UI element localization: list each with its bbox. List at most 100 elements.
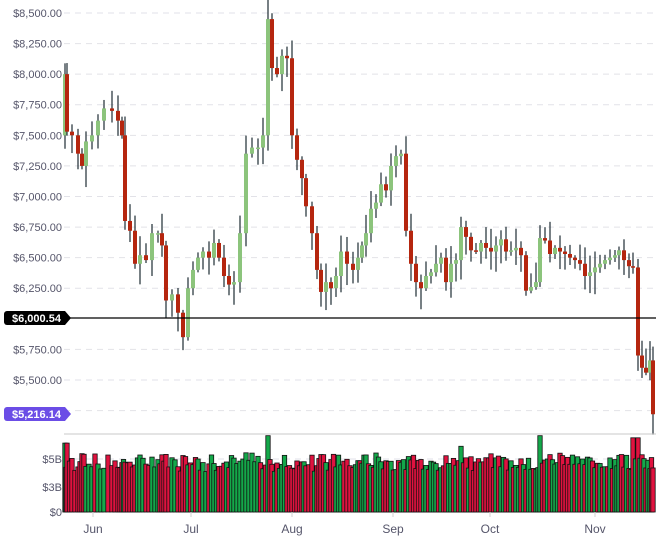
down-candle[interactable] xyxy=(123,135,127,221)
down-candle[interactable] xyxy=(207,251,211,258)
down-candle[interactable] xyxy=(384,184,388,191)
down-candle[interactable] xyxy=(65,74,69,132)
down-candle[interactable] xyxy=(217,242,221,258)
up-candle[interactable] xyxy=(212,242,216,258)
down-candle[interactable] xyxy=(563,251,567,254)
down-candle[interactable] xyxy=(622,250,626,261)
down-candle[interactable] xyxy=(164,245,168,301)
up-candle[interactable] xyxy=(339,251,343,277)
down-candle[interactable] xyxy=(548,240,552,254)
down-candle[interactable] xyxy=(631,266,635,268)
up-candle[interactable] xyxy=(334,276,338,289)
up-candle[interactable] xyxy=(454,260,458,264)
up-candle[interactable] xyxy=(191,269,195,289)
up-candle[interactable] xyxy=(648,360,652,373)
up-candle[interactable] xyxy=(429,272,433,277)
up-candle[interactable] xyxy=(529,287,533,291)
down-candle[interactable] xyxy=(404,153,408,231)
up-candle[interactable] xyxy=(449,263,453,283)
down-candle[interactable] xyxy=(519,247,523,256)
up-candle[interactable] xyxy=(170,294,174,301)
down-candle[interactable] xyxy=(474,250,478,252)
down-candle[interactable] xyxy=(419,282,423,289)
down-candle[interactable] xyxy=(524,255,528,291)
volume-bars[interactable] xyxy=(62,435,656,513)
down-candle[interactable] xyxy=(583,263,587,277)
volume-bar[interactable] xyxy=(650,467,656,513)
up-candle[interactable] xyxy=(613,255,617,258)
up-candle[interactable] xyxy=(256,147,260,150)
up-candle[interactable] xyxy=(509,250,513,252)
down-candle[interactable] xyxy=(345,251,349,264)
down-candle[interactable] xyxy=(76,135,80,154)
up-candle[interactable] xyxy=(593,267,597,273)
price-candles[interactable] xyxy=(63,0,655,435)
down-candle[interactable] xyxy=(290,58,294,136)
down-candle[interactable] xyxy=(627,260,631,267)
up-candle[interactable] xyxy=(280,55,284,75)
down-candle[interactable] xyxy=(573,257,577,261)
down-candle[interactable] xyxy=(351,263,355,270)
down-candle[interactable] xyxy=(484,242,488,248)
down-candle[interactable] xyxy=(310,206,314,234)
up-candle[interactable] xyxy=(196,257,200,270)
down-candle[interactable] xyxy=(543,238,547,241)
down-candle[interactable] xyxy=(80,153,84,166)
down-candle[interactable] xyxy=(578,260,582,264)
up-candle[interactable] xyxy=(90,135,94,142)
up-candle[interactable] xyxy=(538,238,542,283)
up-candle[interactable] xyxy=(434,263,438,273)
down-candle[interactable] xyxy=(160,233,164,246)
down-candle[interactable] xyxy=(222,257,226,277)
down-candle[interactable] xyxy=(128,220,132,231)
up-candle[interactable] xyxy=(598,263,602,268)
up-candle[interactable] xyxy=(424,276,428,289)
up-candle[interactable] xyxy=(238,233,242,283)
up-candle[interactable] xyxy=(186,288,190,338)
up-candle[interactable] xyxy=(356,257,360,270)
up-candle[interactable] xyxy=(102,108,106,121)
up-candle[interactable] xyxy=(250,147,254,154)
up-candle[interactable] xyxy=(379,184,383,203)
up-candle[interactable] xyxy=(514,247,518,251)
down-candle[interactable] xyxy=(275,68,279,75)
up-candle[interactable] xyxy=(479,242,483,252)
down-candle[interactable] xyxy=(640,355,644,368)
up-candle[interactable] xyxy=(156,233,160,235)
up-candle[interactable] xyxy=(608,257,612,261)
down-candle[interactable] xyxy=(504,239,508,252)
down-candle[interactable] xyxy=(329,282,333,289)
up-candle[interactable] xyxy=(439,257,443,264)
down-candle[interactable] xyxy=(300,159,304,179)
up-candle[interactable] xyxy=(201,251,205,258)
down-candle[interactable] xyxy=(285,55,289,59)
down-candle[interactable] xyxy=(295,135,299,160)
up-candle[interactable] xyxy=(534,282,538,288)
down-candle[interactable] xyxy=(70,131,74,136)
up-candle[interactable] xyxy=(364,233,368,246)
down-candle[interactable] xyxy=(133,230,137,264)
up-candle[interactable] xyxy=(617,250,621,256)
up-candle[interactable] xyxy=(553,247,557,254)
down-candle[interactable] xyxy=(116,110,120,121)
up-candle[interactable] xyxy=(244,153,248,234)
down-candle[interactable] xyxy=(558,247,562,252)
down-candle[interactable] xyxy=(315,233,319,270)
down-candle[interactable] xyxy=(144,255,148,261)
up-candle[interactable] xyxy=(138,255,142,264)
up-candle[interactable] xyxy=(374,202,378,209)
down-candle[interactable] xyxy=(489,247,493,252)
down-candle[interactable] xyxy=(319,269,323,292)
down-candle[interactable] xyxy=(636,267,640,356)
up-candle[interactable] xyxy=(588,272,592,277)
down-candle[interactable] xyxy=(270,19,274,69)
down-candle[interactable] xyxy=(120,120,124,136)
up-candle[interactable] xyxy=(96,120,100,136)
up-candle[interactable] xyxy=(324,282,328,292)
up-candle[interactable] xyxy=(603,260,607,264)
down-candle[interactable] xyxy=(651,360,655,415)
up-candle[interactable] xyxy=(459,227,463,261)
up-candle[interactable] xyxy=(150,233,154,261)
up-candle[interactable] xyxy=(84,141,88,166)
down-candle[interactable] xyxy=(568,253,572,258)
